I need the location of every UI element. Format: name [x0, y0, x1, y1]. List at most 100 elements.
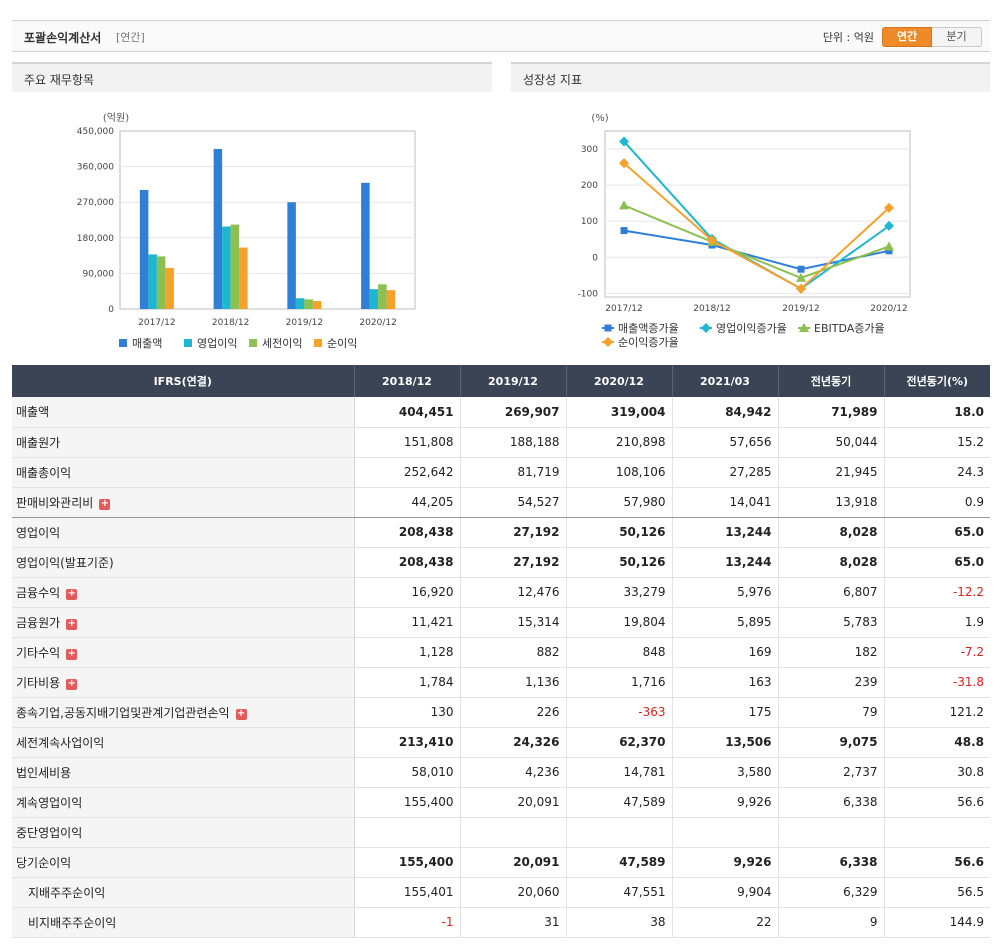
value-cell: 252,642	[354, 457, 461, 488]
row-label-cell: 매출액	[12, 397, 355, 428]
y-tick-label: 360,000	[77, 163, 114, 173]
legend-label: 세전이익	[262, 337, 302, 350]
table-row: 비지배주주순이익 -1 31 38 22 9 144.9	[12, 907, 990, 938]
expand-icon[interactable]: +	[66, 647, 78, 660]
value-cell: -31.8	[884, 667, 990, 698]
annual-toggle-button[interactable]: 연간	[882, 27, 932, 47]
value-cell: 20,091	[460, 847, 567, 878]
line-series	[623, 204, 890, 279]
column-header: 전년동기	[778, 365, 885, 397]
value-cell: 57,980	[566, 487, 673, 518]
row-label-cell: 비지배주주순이익	[12, 907, 355, 938]
value-cell: 13,918	[778, 487, 885, 518]
value-cell: 48.8	[884, 727, 990, 758]
value-cell: 30.8	[884, 757, 990, 788]
value-cell: 50,126	[566, 547, 673, 578]
value-cell: 13,244	[672, 517, 779, 548]
value-cell: 14,041	[672, 487, 779, 518]
value-cell: 155,400	[354, 787, 461, 818]
y-tick-label: 270,000	[77, 198, 114, 208]
growth-title: 성장성 지표	[523, 73, 583, 87]
value-cell: 56.6	[884, 847, 990, 878]
row-label-cell: 종속기업,공동지배기업및관계기업관련손익 +	[12, 697, 355, 728]
y-tick-label: 100	[581, 217, 598, 227]
value-cell: 188,188	[460, 427, 567, 458]
row-label: 당기순이익	[16, 855, 72, 870]
row-label: 비지배주주순이익	[28, 915, 117, 930]
value-cell: 9,926	[672, 787, 779, 818]
expand-icon[interactable]: +	[66, 587, 78, 600]
value-cell	[566, 817, 673, 848]
period-label: [연간]	[116, 31, 145, 44]
value-cell: 9,904	[672, 877, 779, 908]
column-header: 2021/03	[672, 365, 779, 397]
expand-icon[interactable]: +	[235, 707, 247, 720]
x-tick-label: 2020/12	[359, 318, 396, 328]
value-cell: 3,580	[672, 757, 779, 788]
bar	[312, 301, 322, 309]
row-label: 기타수익	[16, 645, 61, 660]
line-plot-area	[604, 130, 911, 298]
row-label-cell: 당기순이익	[12, 847, 355, 878]
value-cell: 50,044	[778, 427, 885, 458]
expand-icon[interactable]: +	[99, 497, 111, 510]
table-row: 금융원가 +11,421 15,314 19,804 5,895 5,783 1.9	[12, 607, 990, 638]
y-tick-label: 180,000	[77, 234, 114, 244]
value-cell: 27,192	[460, 547, 567, 578]
value-cell: 27,192	[460, 517, 567, 548]
legend-swatch	[314, 339, 322, 347]
value-cell: 27,285	[672, 457, 779, 488]
legend-swatch	[184, 339, 192, 347]
value-cell: 8,028	[778, 517, 885, 548]
table-row: 금융수익 +16,920 12,476 33,279 5,976 6,807 -12.2	[12, 577, 990, 608]
row-label: 매출액	[16, 405, 50, 420]
value-cell: 13,506	[672, 727, 779, 758]
value-cell: 33,279	[566, 577, 673, 608]
line-marker	[796, 283, 806, 294]
bar	[239, 247, 248, 309]
bar	[213, 149, 223, 309]
value-cell: 121.2	[884, 697, 990, 728]
table-row: 지배주주순이익 155,401 20,060 47,551 9,904 6,329 56.5	[12, 877, 990, 908]
value-cell: 4,236	[460, 757, 567, 788]
bar	[369, 289, 379, 309]
row-label-cell: 기타비용 +	[12, 667, 355, 698]
legend-label: 순이익증가율	[618, 336, 679, 349]
value-cell: 144.9	[884, 907, 990, 938]
unit-label: 단위 : 억원	[822, 31, 874, 44]
x-tick-label: 2017/12	[605, 304, 642, 314]
value-cell: 24.3	[884, 457, 990, 488]
row-label-cell: 계속영업이익	[12, 787, 355, 818]
line-marker	[885, 247, 893, 255]
row-label-cell: 매출원가	[12, 427, 355, 458]
x-tick-label: 2019/12	[286, 318, 323, 328]
expand-icon[interactable]: +	[66, 617, 78, 630]
line-series	[623, 229, 890, 271]
table-row: 매출총이익 252,642 81,719 108,106 27,285 21,945 24.…	[12, 457, 990, 488]
value-cell: 1,716	[566, 667, 673, 698]
row-label-cell: 영업이익(발표기준)	[12, 547, 355, 578]
y-tick-label: 300	[581, 145, 598, 155]
value-cell: 169	[672, 637, 779, 668]
x-tick-label: 2018/12	[212, 318, 249, 328]
value-cell: 208,438	[354, 547, 461, 578]
bar-chart-unit-label: (억원)	[103, 112, 129, 124]
row-label: 금융수익	[16, 585, 61, 600]
table-row: 영업이익 208,438 27,192 50,126 13,244 8,028 65.0	[12, 517, 990, 548]
expand-icon[interactable]: +	[66, 677, 78, 690]
legend-label: 매출액증가율	[618, 322, 679, 335]
x-tick-label: 2019/12	[782, 304, 819, 314]
value-cell: 47,589	[566, 847, 673, 878]
line-marker	[799, 323, 809, 332]
value-cell: 71,989	[778, 397, 885, 428]
value-cell: 239	[778, 667, 885, 698]
value-cell: 6,338	[778, 847, 885, 878]
row-label: 지배주주순이익	[28, 885, 106, 900]
value-cell: 81,719	[460, 457, 567, 488]
row-label: 기타비용	[16, 675, 61, 690]
legend-swatch	[249, 339, 257, 347]
x-tick-label: 2018/12	[693, 304, 730, 314]
page-title: 포괄손익계산서	[24, 31, 102, 45]
quarter-toggle-button[interactable]: 분기	[932, 27, 982, 47]
ifrs-header: IFRS(연결)	[12, 365, 355, 397]
